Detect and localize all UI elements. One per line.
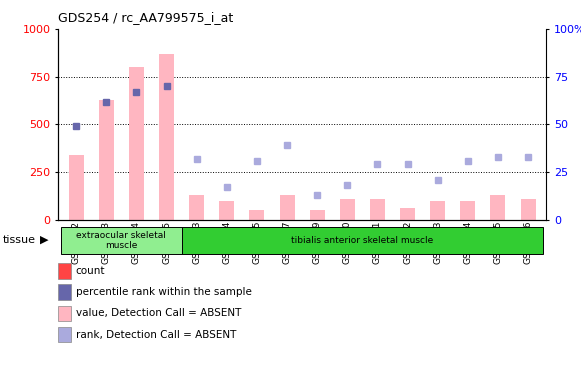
Text: value, Detection Call = ABSENT: value, Detection Call = ABSENT: [76, 308, 241, 318]
Text: GDS254 / rc_AA799575_i_at: GDS254 / rc_AA799575_i_at: [58, 11, 234, 24]
Bar: [159, 54, 174, 220]
Text: extraocular skeletal
muscle: extraocular skeletal muscle: [77, 231, 166, 250]
Bar: [400, 208, 415, 220]
Bar: [490, 195, 505, 220]
Text: rank, Detection Call = ABSENT: rank, Detection Call = ABSENT: [76, 329, 236, 340]
Text: tissue: tissue: [3, 235, 36, 245]
Bar: [129, 67, 144, 220]
Bar: [521, 199, 536, 220]
Text: percentile rank within the sample: percentile rank within the sample: [76, 287, 252, 297]
Text: ▶: ▶: [40, 235, 48, 245]
Bar: [182, 227, 543, 254]
Text: tibialis anterior skeletal muscle: tibialis anterior skeletal muscle: [291, 236, 433, 245]
Text: count: count: [76, 266, 105, 276]
Bar: [279, 195, 295, 220]
Bar: [69, 155, 84, 220]
Bar: [189, 195, 204, 220]
Bar: [370, 199, 385, 220]
Bar: [460, 201, 475, 220]
Bar: [310, 210, 325, 220]
Bar: [219, 201, 234, 220]
Bar: [99, 100, 114, 220]
Bar: [61, 227, 182, 254]
Bar: [249, 210, 264, 220]
Bar: [430, 201, 445, 220]
Bar: [340, 199, 355, 220]
